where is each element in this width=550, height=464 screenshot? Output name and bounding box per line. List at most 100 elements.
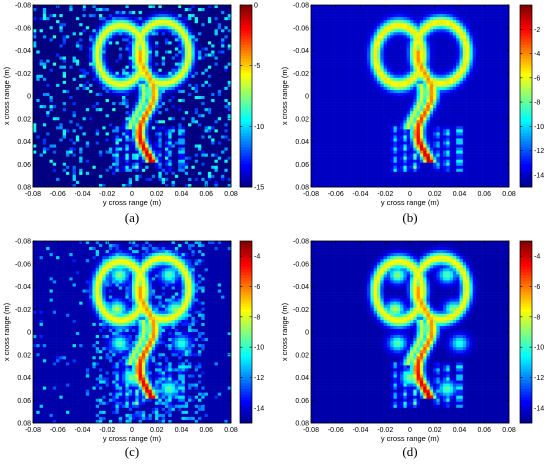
- colorbar-tick-label: -12: [534, 148, 544, 155]
- heatmap-image: [311, 241, 510, 424]
- x-axis-label: y cross range (m): [381, 198, 440, 207]
- y-tick-label: -0.06: [15, 261, 31, 268]
- x-tick-label: -0.06: [50, 427, 66, 434]
- x-tick-label: 0.08: [224, 191, 238, 198]
- colorbar: -2 -4 -6 -8 -10 -12 -14: [519, 4, 544, 188]
- x-tick-label: 0.04: [453, 427, 467, 434]
- x-tick-label: -0.06: [328, 427, 344, 434]
- y-tick-label: 0.04: [17, 139, 31, 146]
- x-tick-label: -0.02: [377, 427, 393, 434]
- x-tick-label: 0: [408, 191, 412, 198]
- x-tick-label: 0.02: [150, 427, 164, 434]
- colorbar-tick-label: -4: [534, 254, 540, 261]
- x-tick-label: -0.02: [99, 191, 115, 198]
- x-tick-label: -0.04: [75, 427, 91, 434]
- y-tick-label: 0: [27, 330, 31, 337]
- x-tick-label: -0.08: [25, 427, 41, 434]
- x-tick-label: 0.06: [477, 191, 491, 198]
- colorbar: -4 -6 -8 -10 -12 -14: [239, 240, 264, 424]
- x-axis-label: y cross range (m): [103, 198, 162, 207]
- y-tick-label: 0.04: [295, 375, 309, 382]
- x-tick-label: -0.06: [328, 191, 344, 198]
- y-tick-label: -0.08: [293, 3, 309, 10]
- y-tick-label: 0: [305, 330, 309, 337]
- x-tick-label: -0.02: [99, 427, 115, 434]
- x-tick-label: 0.08: [502, 427, 516, 434]
- x-axis-label: y cross range (m): [103, 434, 162, 443]
- colorbar-tick-label: -8: [534, 100, 540, 107]
- x-tick-label: 0.08: [224, 427, 238, 434]
- colorbar-tick-label: -6: [534, 284, 540, 291]
- colorbar-tick-label: -2: [534, 27, 540, 34]
- colorbar-tick-label: -12: [534, 375, 544, 382]
- y-tick-label: -0.06: [293, 261, 309, 268]
- y-tick-label: 0.08: [17, 185, 31, 192]
- y-tick-label: -0.08: [293, 239, 309, 246]
- x-tick-label: 0.02: [150, 191, 164, 198]
- colorbar-tick-label: -6: [534, 75, 540, 82]
- chart-panel-a: -0.08 -0.06 -0.04 -0.02 0 0.02 0.04 0.06 0.08-0.…: [2, 3, 264, 226]
- colorbar-tick-label: -8: [254, 314, 260, 321]
- y-tick-label: 0.06: [17, 398, 31, 405]
- y-tick-label: 0.08: [295, 185, 309, 192]
- y-tick-label: -0.04: [293, 48, 309, 55]
- x-tick-label: 0: [130, 191, 134, 198]
- colorbar-tick-label: -10: [534, 124, 544, 131]
- chart-panel-b: -0.08 -0.06 -0.04 -0.02 0 0.02 0.04 0.06 0.08-0.…: [280, 3, 544, 226]
- colorbar-tick-label: -4: [534, 51, 540, 58]
- y-axis-label: x cross range (m): [2, 302, 11, 361]
- panel-caption: (c): [125, 444, 139, 459]
- x-tick-label: 0.02: [428, 191, 442, 198]
- colorbar: -4 -6 -8 -10 -12 -14: [519, 240, 544, 424]
- y-tick-label: -0.02: [15, 307, 31, 314]
- heatmap-image: [311, 5, 510, 188]
- colorbar-tick-label: -5: [254, 63, 260, 70]
- colorbar-tick-label: -14: [534, 405, 544, 412]
- colorbar-tick-label: -10: [254, 124, 264, 131]
- y-tick-label: -0.04: [15, 48, 31, 55]
- y-tick-label: -0.04: [15, 284, 31, 291]
- x-tick-label: 0.06: [477, 427, 491, 434]
- x-tick-label: -0.02: [377, 191, 393, 198]
- colorbar-tick-label: -14: [254, 405, 264, 412]
- y-axis-label: x cross range (m): [280, 66, 289, 125]
- y-tick-label: -0.02: [15, 71, 31, 78]
- y-tick-label: 0: [305, 94, 309, 101]
- y-tick-label: 0.02: [17, 116, 31, 123]
- x-tick-label: -0.08: [303, 427, 319, 434]
- chart-panel-d: -0.08 -0.06 -0.04 -0.02 0 0.02 0.04 0.06 0.08-0.…: [280, 239, 544, 460]
- y-tick-label: -0.06: [293, 25, 309, 32]
- x-tick-label: 0.04: [453, 191, 467, 198]
- x-tick-label: -0.08: [25, 191, 41, 198]
- x-tick-label: -0.06: [50, 191, 66, 198]
- x-tick-label: 0.08: [502, 191, 516, 198]
- y-tick-label: 0: [27, 94, 31, 101]
- x-tick-label: 0.06: [199, 427, 213, 434]
- y-tick-label: -0.04: [293, 284, 309, 291]
- y-tick-label: -0.06: [15, 25, 31, 32]
- y-tick-label: -0.08: [15, 3, 31, 10]
- y-tick-label: -0.02: [293, 307, 309, 314]
- colorbar-tick-label: -14: [534, 172, 544, 179]
- chart-panel-c: -0.08 -0.06 -0.04 -0.02 0 0.02 0.04 0.06 0.08 -0.…: [2, 239, 264, 460]
- x-tick-label: 0: [408, 427, 412, 434]
- y-tick-label: 0.06: [17, 162, 31, 169]
- colorbar-tick-label: -6: [254, 284, 260, 291]
- colorbar-tick-label: -4: [254, 254, 260, 261]
- x-tick-label: -0.08: [303, 191, 319, 198]
- x-tick-label: 0: [130, 427, 134, 434]
- x-tick-label: -0.04: [353, 191, 369, 198]
- y-tick-label: 0.04: [295, 139, 309, 146]
- colorbar-tick-label: -12: [254, 375, 264, 382]
- y-tick-label: 0.08: [295, 421, 309, 428]
- panel-caption: (b): [402, 210, 417, 225]
- y-tick-label: 0.06: [295, 398, 309, 405]
- x-tick-label: -0.04: [75, 191, 91, 198]
- y-tick-label: 0.02: [295, 116, 309, 123]
- heatmap-image: [33, 241, 232, 424]
- x-tick-label: 0.04: [175, 427, 189, 434]
- panel-caption: (d): [402, 444, 417, 459]
- y-axis-label: x cross range (m): [2, 66, 11, 125]
- colorbar-tick-label: -15: [254, 185, 264, 192]
- colorbar-tick-label: -8: [534, 314, 540, 321]
